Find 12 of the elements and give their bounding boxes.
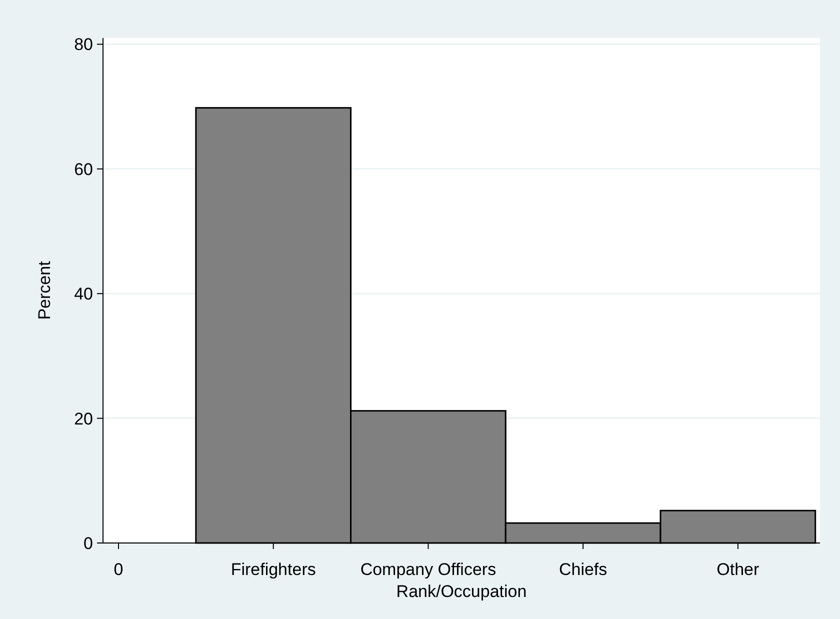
x-axis-title: Rank/Occupation bbox=[396, 582, 527, 601]
y-tick-label: 20 bbox=[74, 409, 93, 428]
y-tick-label: 60 bbox=[74, 160, 93, 179]
x-tick-label: Other bbox=[716, 560, 760, 579]
x-tick-label: Firefighters bbox=[230, 560, 316, 579]
x-tick-label: Company Officers bbox=[360, 560, 496, 579]
y-tick-label: 0 bbox=[84, 534, 93, 553]
x-tick-label: Chiefs bbox=[558, 560, 608, 579]
y-tick-label: 40 bbox=[74, 284, 93, 304]
y-tick-label: 80 bbox=[74, 35, 93, 54]
y-axis-title: Percent bbox=[35, 260, 54, 320]
x-tick-label: 0 bbox=[114, 560, 124, 579]
